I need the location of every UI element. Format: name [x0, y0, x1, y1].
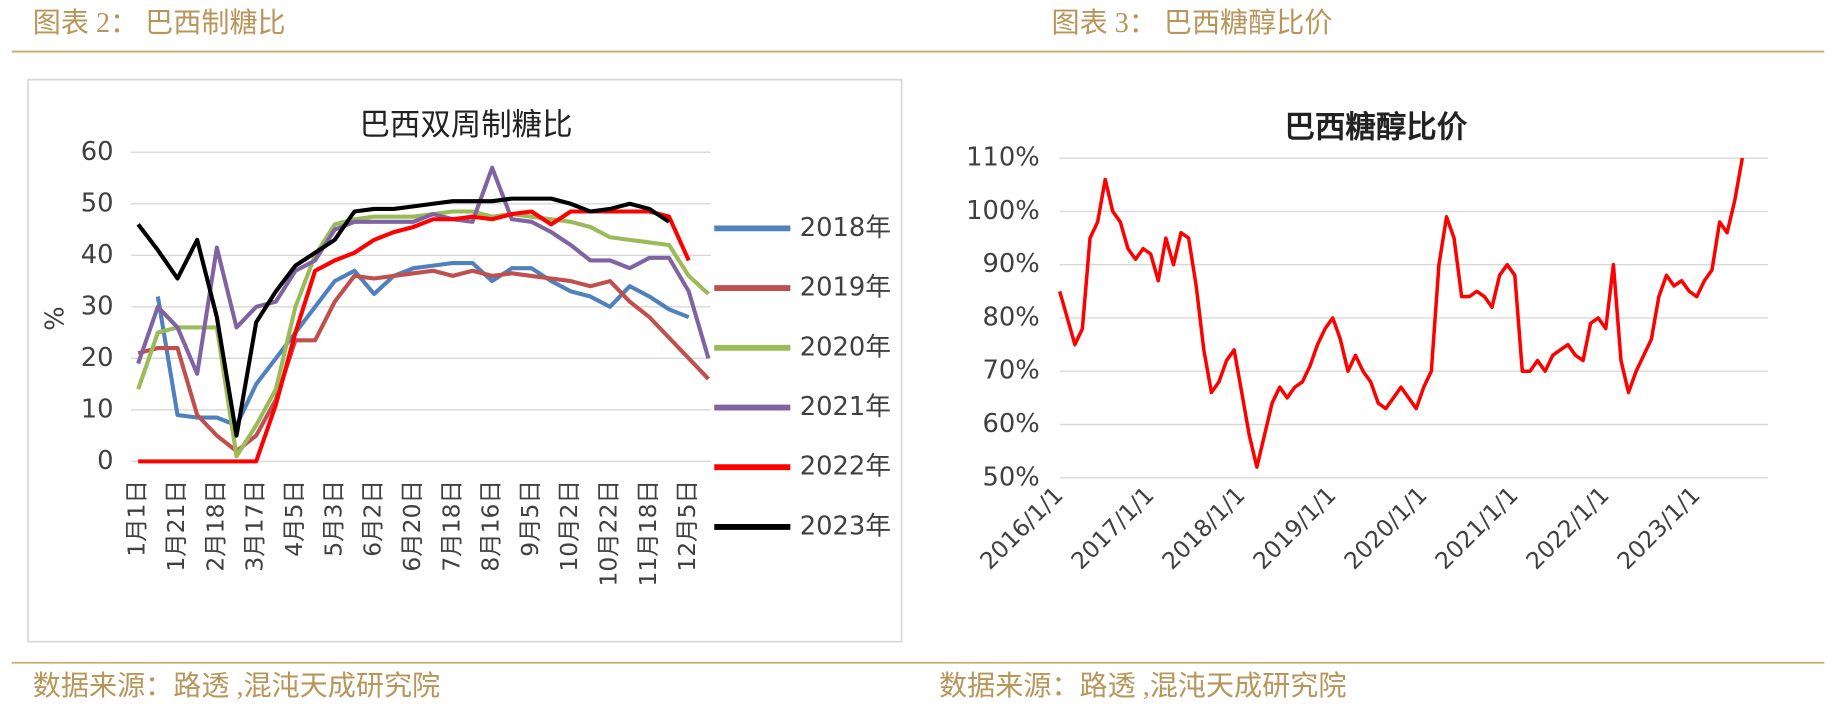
- x-tick-label: 2018/1/1: [1156, 481, 1250, 575]
- legend-label: 2020年: [800, 332, 891, 362]
- source-note: 数据来源：路透 ,混沌天成研究院: [939, 670, 1346, 702]
- y-tick-label: 50: [81, 188, 114, 218]
- x-tick-label: 10月2日: [555, 480, 583, 572]
- x-tick-label: 1月21日: [162, 480, 190, 572]
- chart-title: 巴西糖醇比价: [1285, 110, 1468, 145]
- chart-title: 巴西双周制糖比: [359, 108, 572, 143]
- x-tick-label: 1月1日: [123, 480, 151, 557]
- y-tick-label: 0: [97, 446, 113, 476]
- legend-label: 2023年: [800, 511, 891, 541]
- y-tick-label: 60%: [983, 409, 1040, 439]
- x-tick-label: 2020/1/1: [1338, 481, 1432, 575]
- y-tick-label: 50%: [983, 462, 1040, 492]
- x-tick-label: 2017/1/1: [1065, 481, 1159, 575]
- y-tick-label: 10: [81, 394, 114, 424]
- x-tick-label: 3月17日: [241, 480, 269, 572]
- legend-label: 2018年: [800, 213, 891, 243]
- x-tick-label: 6月2日: [359, 480, 387, 557]
- x-tick-label: 2月18日: [201, 480, 229, 572]
- x-tick-label: 8月16日: [477, 480, 505, 572]
- y-tick-label: 100%: [966, 196, 1040, 226]
- source-note: 数据来源：路透 ,混沌天成研究院: [33, 670, 440, 702]
- y-tick-label: 20: [81, 343, 114, 373]
- x-tick-label: 2016/1/1: [974, 481, 1068, 575]
- x-tick-label: 2021/1/1: [1429, 481, 1523, 575]
- data-line: [137, 268, 710, 454]
- x-tick-label: 9月5日: [516, 480, 544, 557]
- x-tick-label: 2022/1/1: [1521, 481, 1615, 575]
- y-tick-label: 30: [81, 291, 114, 321]
- y-tick-label: 110%: [966, 143, 1040, 173]
- y-axis-label: %: [41, 306, 71, 330]
- data-line: [155, 260, 690, 428]
- x-tick-label: 6月20日: [398, 480, 426, 572]
- figure-heading: 图表 3： 巴西糖醇比价: [1051, 7, 1332, 39]
- x-tick-label: 11月18日: [634, 480, 662, 586]
- legend-label: 2022年: [800, 452, 891, 482]
- x-tick-label: 7月18日: [437, 480, 465, 572]
- x-tick-label: 2019/1/1: [1247, 481, 1341, 575]
- data-line: [136, 209, 710, 459]
- figure-heading: 图表 2： 巴西制糖比: [33, 7, 286, 39]
- legend-label: 2019年: [800, 273, 891, 303]
- y-tick-label: 40: [81, 240, 114, 270]
- x-tick-label: 10月22日: [595, 480, 623, 586]
- x-tick-label: 4月5日: [280, 480, 308, 557]
- chart-frame: [27, 78, 903, 643]
- y-tick-label: 70%: [983, 356, 1040, 386]
- y-tick-label: 90%: [983, 249, 1040, 279]
- x-tick-label: 12月5日: [673, 480, 701, 571]
- x-tick-label: 5月3日: [319, 480, 347, 557]
- legend-label: 2021年: [800, 392, 891, 422]
- x-tick-label: 2023/1/1: [1612, 481, 1706, 575]
- data-line: [1057, 157, 1745, 469]
- data-line: [136, 165, 711, 376]
- y-tick-label: 60: [81, 137, 114, 167]
- data-line: [136, 196, 671, 438]
- y-tick-label: 80%: [983, 302, 1040, 332]
